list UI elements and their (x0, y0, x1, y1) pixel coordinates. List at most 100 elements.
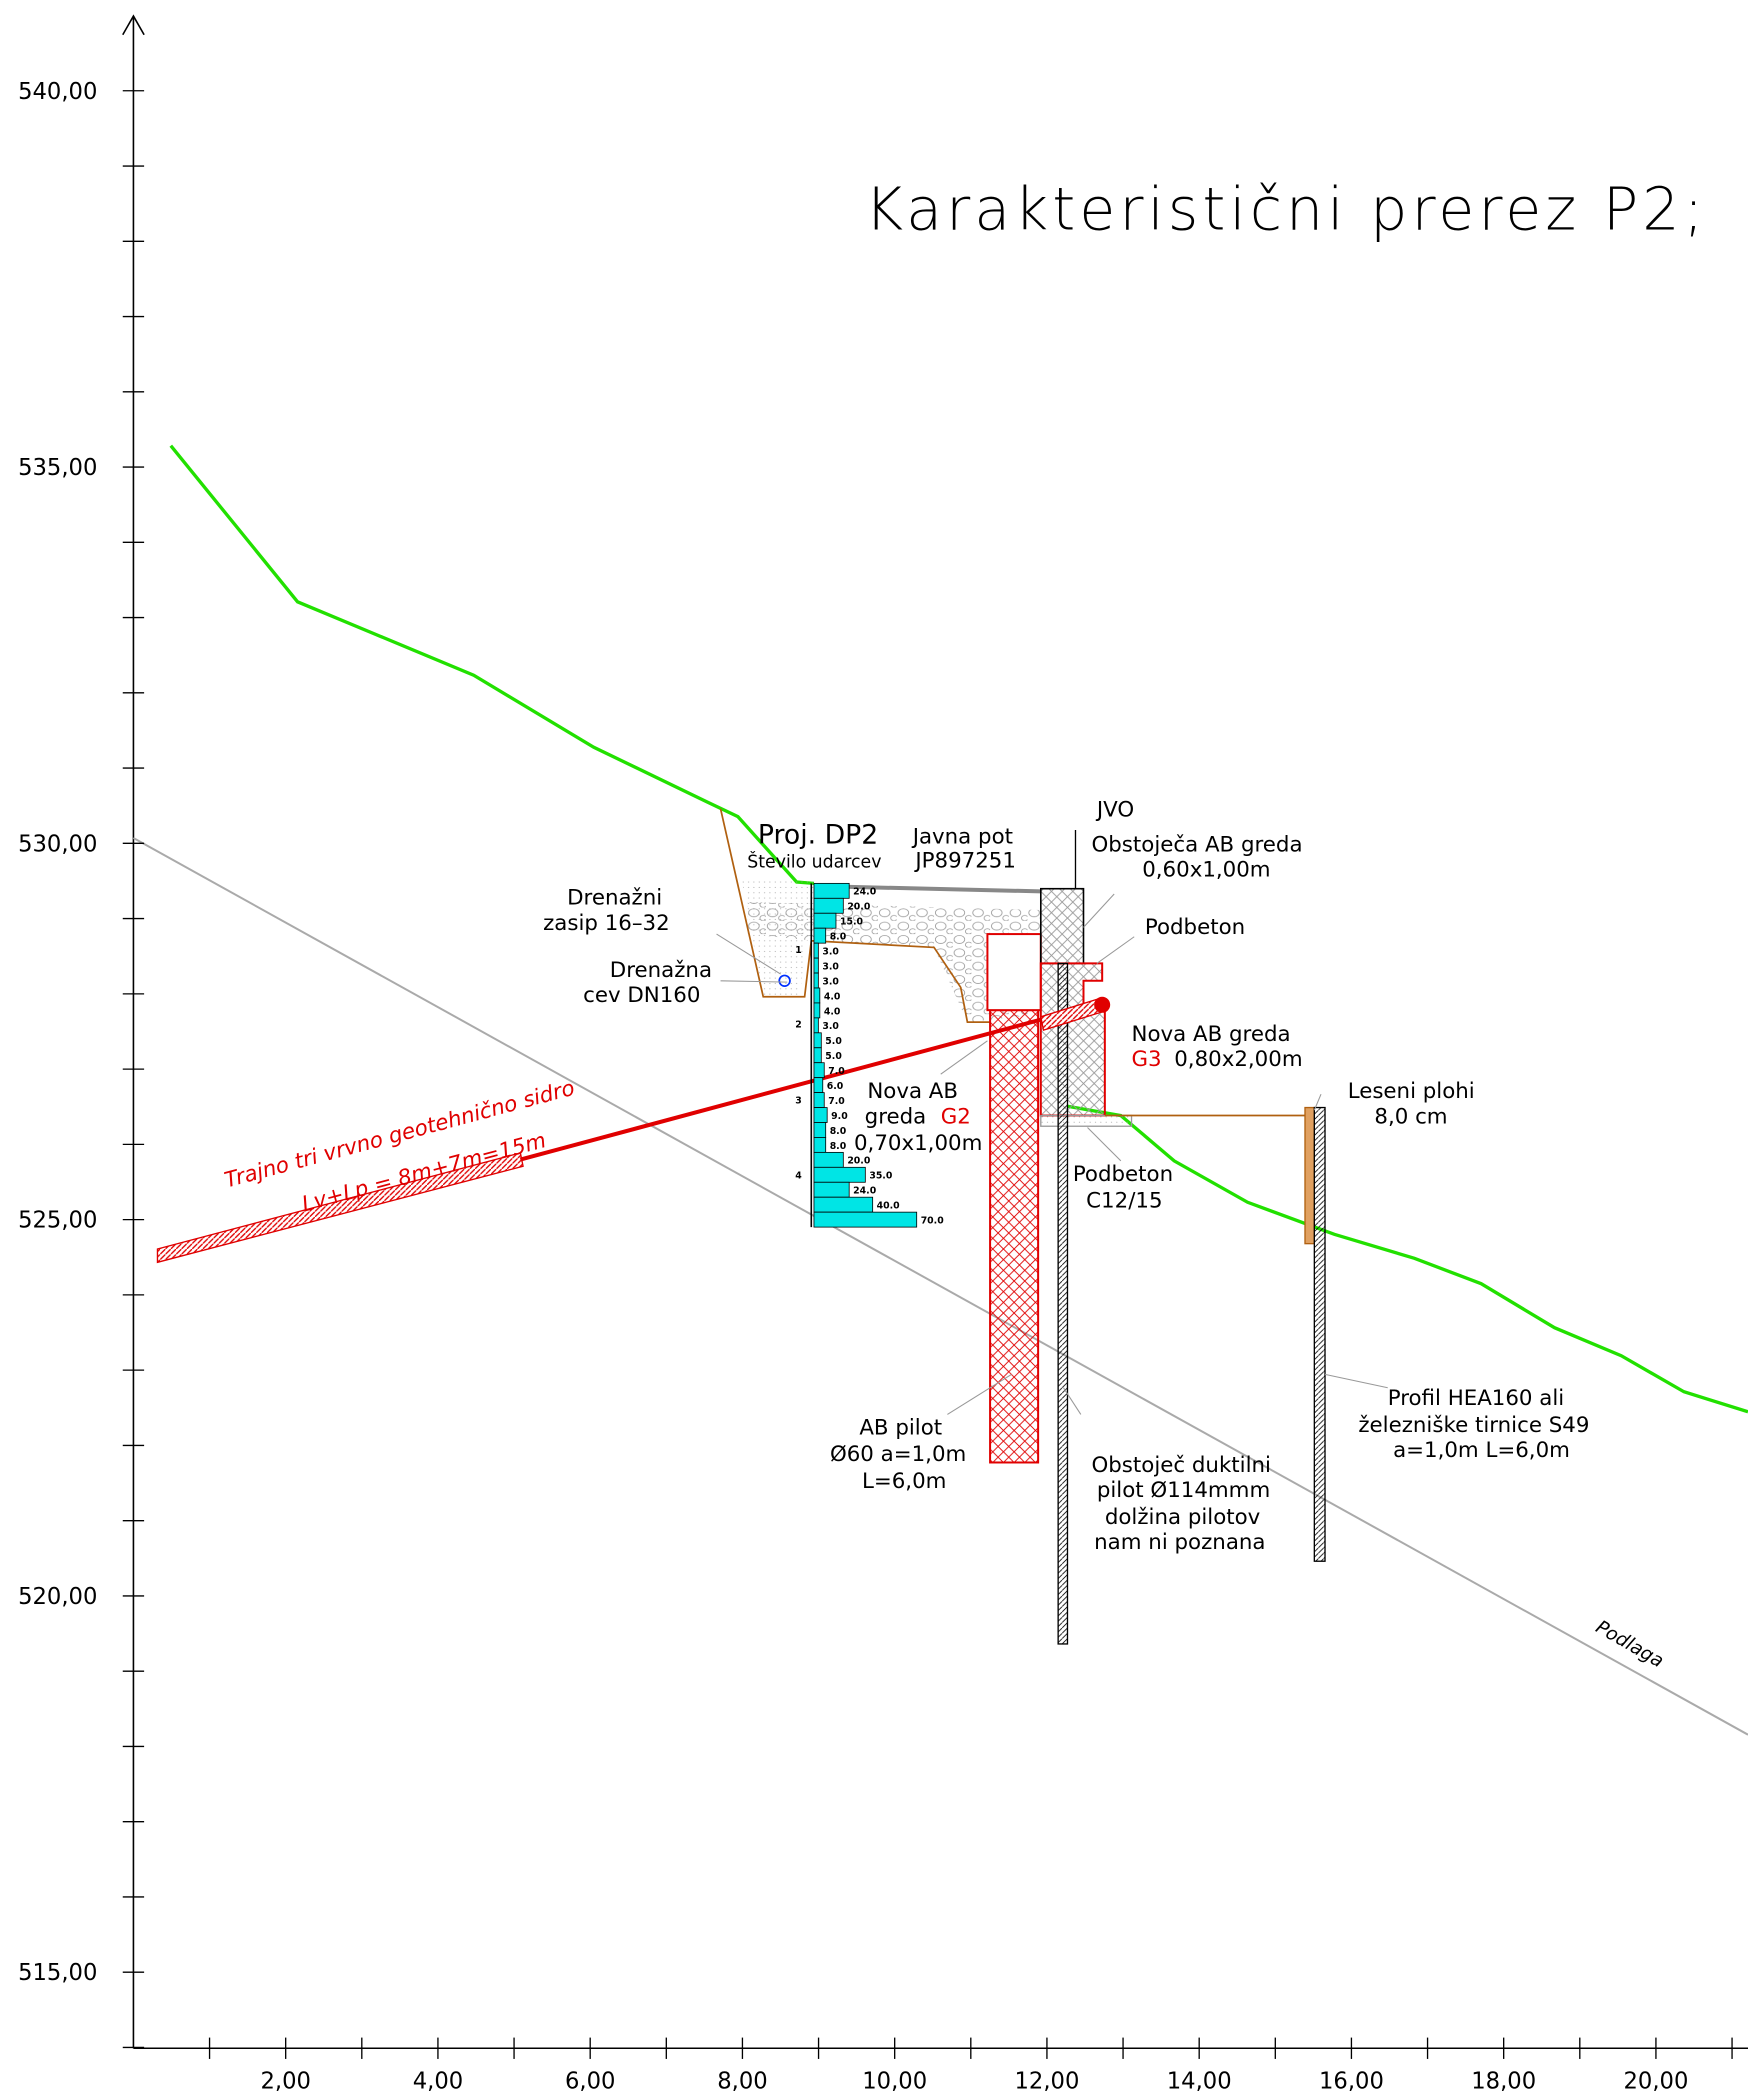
label: Proj. DP2 (758, 819, 878, 850)
label: dolžina pilotov (1105, 1505, 1260, 1530)
spt-value: 5.0 (825, 1036, 842, 1047)
spt-depth: 1 (795, 945, 802, 956)
label: JVO (1095, 798, 1134, 823)
label: JP897251 (913, 848, 1016, 873)
x-tick-label: 8,00 (717, 2068, 767, 2094)
bedrock-label: Podlaga (1592, 1617, 1667, 1672)
label: C12/15 (1086, 1189, 1162, 1214)
road (813, 884, 1041, 894)
spt-value: 24.0 (853, 887, 877, 898)
label: AB pilot (859, 1415, 942, 1440)
spt-value: 8.0 (830, 1126, 847, 1137)
spt-value: 3.0 (822, 1021, 839, 1032)
x-tick-label: 6,00 (565, 2068, 615, 2094)
spt-bar (813, 897, 844, 914)
x-tick-label: 12,00 (1014, 2068, 1079, 2094)
hea-profile (1313, 1106, 1326, 1562)
spt-bar (813, 1047, 822, 1064)
x-tick-label: 4,00 (413, 2068, 463, 2094)
spt-bar (813, 957, 819, 974)
spt-value: 15.0 (840, 917, 864, 928)
spt-value: 3.0 (822, 961, 839, 972)
y-tick-label: 535,00 (18, 455, 97, 481)
spt-value: 5.0 (825, 1051, 842, 1062)
label: greda (865, 1105, 927, 1130)
spt-bar (813, 1092, 825, 1108)
label: Podbeton (1145, 915, 1245, 940)
spt-bar (813, 882, 850, 899)
beam-g2 (986, 933, 1042, 1012)
spt-bar (813, 972, 819, 989)
label: a=1,0m L=6,0m (1393, 1438, 1570, 1463)
spt-bar (813, 942, 819, 959)
axes (122, 14, 1748, 2050)
anchor-root (156, 1152, 524, 1264)
y-tick-label: 530,00 (18, 831, 97, 857)
label: Podbeton (1073, 1162, 1173, 1187)
terrain-right (1067, 1104, 1748, 1414)
x-tick-label: 20,00 (1623, 2068, 1688, 2094)
spt-bar (813, 1166, 866, 1183)
existing-beam (1039, 887, 1085, 965)
title: Karakteristični prerez P2; (865, 176, 1708, 244)
label: Leseni plohi (1348, 1079, 1475, 1104)
spt-bar (813, 1017, 819, 1034)
spt-bar (813, 987, 821, 1004)
y-tick-label: 515,00 (18, 1960, 97, 1986)
spt-bar (813, 1032, 822, 1049)
bedrock-line (132, 837, 1748, 1736)
label: Nova AB greda (1132, 1022, 1291, 1047)
spt-value: 20.0 (847, 902, 871, 913)
label: 0,70x1,00m (854, 1131, 982, 1156)
spt-bar (813, 1137, 827, 1153)
spt-bar (813, 927, 827, 944)
drain-pipe (778, 974, 791, 987)
ductile-pile (1057, 962, 1069, 1645)
y-tick-label: 540,00 (18, 79, 97, 105)
label: Ø60 a=1,0m (830, 1442, 966, 1467)
label: Obstoječa AB greda (1091, 832, 1302, 857)
label: G2 (941, 1105, 971, 1130)
spt-bar (813, 1107, 828, 1123)
ab-pile (989, 1009, 1040, 1464)
label: železniške tirnice S49 (1358, 1413, 1589, 1438)
spt-value: 20.0 (847, 1156, 871, 1167)
label: Število udarcev (747, 850, 881, 872)
label: Drenažna (610, 958, 712, 983)
spt-value: 70.0 (921, 1215, 945, 1226)
spt-bar (813, 1077, 824, 1093)
lean-concrete (1040, 1114, 1133, 1127)
x-tick-label: 18,00 (1471, 2068, 1536, 2094)
spt-depth: 2 (795, 1019, 802, 1030)
spt-value: 8.0 (830, 932, 847, 943)
spt-bar (813, 1196, 874, 1213)
terrain-left (169, 444, 815, 886)
label: 8,0 cm (1374, 1105, 1447, 1130)
spt-value: 9.0 (831, 1111, 848, 1122)
spt-value: 4.0 (824, 991, 841, 1002)
wooden-planks (1304, 1106, 1316, 1245)
anchor-plate (1094, 996, 1111, 1013)
spt-value: 7.0 (828, 1096, 845, 1107)
spt-value: 4.0 (824, 1006, 841, 1017)
x-tick-label: 10,00 (862, 2068, 927, 2094)
label: cev DN160 (583, 983, 700, 1008)
trench (719, 808, 991, 1024)
spt-bar (813, 1181, 850, 1198)
spt-depth: 4 (795, 1170, 802, 1181)
label: Nova AB (867, 1079, 958, 1104)
x-tick-label: 2,00 (260, 2068, 310, 2094)
label: zasip 16–32 (543, 911, 670, 936)
y-tick-label: 520,00 (18, 1584, 97, 1610)
label: G3 (1132, 1047, 1162, 1072)
spt-bar (813, 1062, 825, 1079)
label: nam ni poznana (1094, 1530, 1265, 1555)
x-tick-label: 14,00 (1167, 2068, 1232, 2094)
label: Obstoječ duktilni (1091, 1453, 1270, 1478)
label: 0,60x1,00m (1142, 858, 1270, 883)
spt-bar (813, 1122, 827, 1138)
spt-value: 3.0 (822, 946, 839, 957)
spt-value: 3.0 (822, 976, 839, 987)
beam-g3 (1039, 962, 1106, 1117)
